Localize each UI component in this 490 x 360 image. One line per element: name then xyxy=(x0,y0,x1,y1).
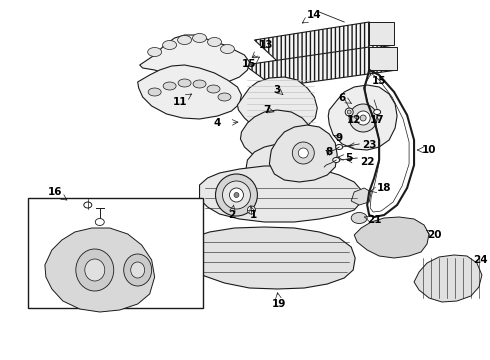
Polygon shape xyxy=(369,47,397,70)
Text: 15: 15 xyxy=(242,59,257,69)
Text: 23: 23 xyxy=(362,140,376,150)
Ellipse shape xyxy=(234,193,239,198)
Polygon shape xyxy=(174,227,355,289)
Ellipse shape xyxy=(177,36,192,45)
Ellipse shape xyxy=(123,254,151,286)
Polygon shape xyxy=(414,255,482,302)
Text: 2: 2 xyxy=(228,210,235,220)
Text: 14: 14 xyxy=(307,10,321,20)
Text: 5: 5 xyxy=(345,153,353,163)
Ellipse shape xyxy=(163,82,176,90)
Polygon shape xyxy=(328,85,397,150)
Ellipse shape xyxy=(360,115,366,121)
Polygon shape xyxy=(238,77,318,133)
Ellipse shape xyxy=(374,109,381,114)
Polygon shape xyxy=(199,166,361,222)
Ellipse shape xyxy=(208,37,221,46)
Polygon shape xyxy=(245,47,397,87)
Text: 13: 13 xyxy=(259,40,273,50)
Text: 10: 10 xyxy=(422,145,436,155)
Text: 22: 22 xyxy=(360,157,374,167)
Ellipse shape xyxy=(85,259,105,281)
Ellipse shape xyxy=(229,188,244,202)
Polygon shape xyxy=(254,22,394,63)
Ellipse shape xyxy=(148,88,161,96)
Ellipse shape xyxy=(356,111,370,125)
Ellipse shape xyxy=(95,219,104,225)
Ellipse shape xyxy=(178,79,191,87)
Text: 4: 4 xyxy=(214,118,221,128)
Polygon shape xyxy=(45,228,155,312)
Text: 18: 18 xyxy=(377,183,392,193)
Ellipse shape xyxy=(147,48,162,57)
Text: 7: 7 xyxy=(264,105,271,115)
Text: 9: 9 xyxy=(336,133,343,143)
FancyBboxPatch shape xyxy=(28,198,202,308)
Ellipse shape xyxy=(347,110,351,114)
Polygon shape xyxy=(241,110,313,161)
Ellipse shape xyxy=(207,85,220,93)
Polygon shape xyxy=(245,144,313,197)
Text: 12: 12 xyxy=(347,115,362,125)
Ellipse shape xyxy=(349,104,377,132)
Polygon shape xyxy=(369,22,394,45)
Text: 3: 3 xyxy=(274,85,281,95)
Ellipse shape xyxy=(163,41,176,50)
Ellipse shape xyxy=(345,108,353,116)
Ellipse shape xyxy=(298,148,308,158)
Text: 11: 11 xyxy=(172,97,187,107)
Ellipse shape xyxy=(131,262,145,278)
Text: 21: 21 xyxy=(367,215,381,225)
Ellipse shape xyxy=(336,144,343,149)
Text: 1: 1 xyxy=(250,210,257,220)
Polygon shape xyxy=(270,125,337,182)
Text: 6: 6 xyxy=(339,93,346,103)
Polygon shape xyxy=(354,217,429,258)
Polygon shape xyxy=(140,35,249,84)
Ellipse shape xyxy=(84,202,92,208)
Ellipse shape xyxy=(220,45,235,54)
Ellipse shape xyxy=(216,174,257,216)
Ellipse shape xyxy=(351,212,367,224)
Ellipse shape xyxy=(247,206,255,214)
Ellipse shape xyxy=(76,249,114,291)
Ellipse shape xyxy=(333,158,340,162)
Ellipse shape xyxy=(218,93,231,101)
Polygon shape xyxy=(138,65,242,119)
Ellipse shape xyxy=(293,142,314,164)
Polygon shape xyxy=(351,188,371,205)
Text: 15: 15 xyxy=(372,76,387,86)
Text: 8: 8 xyxy=(326,147,333,157)
Text: 20: 20 xyxy=(427,230,441,240)
Ellipse shape xyxy=(222,181,250,209)
Text: 17: 17 xyxy=(370,115,385,125)
Text: 16: 16 xyxy=(48,187,62,197)
Text: 24: 24 xyxy=(474,255,488,265)
Text: 19: 19 xyxy=(272,299,287,309)
Ellipse shape xyxy=(193,80,206,88)
Ellipse shape xyxy=(193,33,206,42)
